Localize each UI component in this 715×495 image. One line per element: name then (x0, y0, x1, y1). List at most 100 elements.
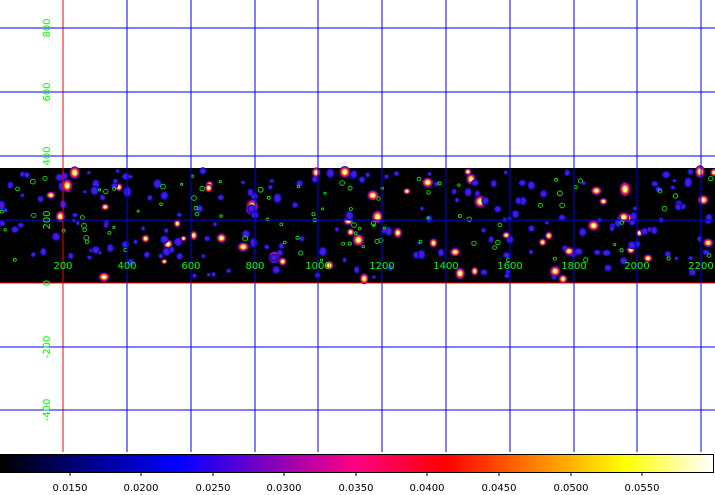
y-axis-tick-label: 200 (42, 210, 53, 229)
source-blob (558, 214, 566, 221)
source-blob (173, 237, 183, 247)
y-axis-tick-label: 400 (42, 146, 53, 165)
contour-marker (376, 196, 381, 201)
source-blob (318, 246, 328, 257)
contour-marker (266, 195, 271, 200)
source-blob (51, 232, 61, 242)
contour-marker (583, 257, 589, 263)
contour-marker (112, 186, 117, 191)
source-blob (352, 233, 365, 247)
contour-marker (357, 226, 362, 231)
source-blob (674, 203, 682, 211)
source-blob (225, 268, 232, 274)
source-blob (574, 247, 583, 256)
contour-marker (319, 258, 324, 262)
contour-marker (296, 184, 301, 189)
sky-image-strip[interactable] (0, 165, 715, 285)
source-blob (602, 249, 611, 257)
source-blob (121, 240, 130, 249)
x-axis-tick-label: 2000 (624, 261, 649, 272)
source-blob (703, 238, 714, 248)
contour-marker (12, 257, 17, 262)
contour-marker (538, 202, 543, 208)
contour-marker (298, 250, 304, 256)
colorbar-tick-label: 0.0150 (53, 483, 88, 494)
source-blob (367, 190, 379, 201)
source-blob (664, 250, 672, 258)
source-blob (99, 194, 106, 201)
source-blob (128, 174, 133, 179)
source-blob (101, 203, 110, 211)
source-blob (387, 264, 394, 272)
x-axis-tick-label: 1800 (561, 261, 586, 272)
y-axis-tick-label: 800 (42, 18, 53, 37)
source-blob (345, 210, 354, 221)
contour-marker (495, 239, 501, 246)
sky-map-plot[interactable]: 200 400 600 800 1000 1200 1400 1600 1800 2000 2200… (0, 0, 715, 452)
source-blob (593, 249, 601, 256)
contour-marker (416, 176, 422, 182)
contour-marker (661, 205, 668, 212)
contour-marker (15, 186, 20, 192)
source-blob (272, 265, 281, 274)
contour-marker (619, 248, 624, 253)
source-blob (216, 233, 227, 243)
contour-marker (295, 235, 300, 240)
source-blob (247, 188, 254, 197)
source-blob (110, 182, 119, 189)
contour-marker (136, 209, 140, 213)
source-blob (384, 226, 393, 237)
contour-marker (437, 181, 442, 186)
source-blob (86, 255, 93, 260)
source-blob (688, 267, 697, 277)
source-blob (199, 167, 207, 175)
contour-marker (577, 178, 583, 184)
source-blob (98, 272, 110, 282)
x-axis-labels: 200 400 600 800 1000 1200 1400 1600 1800 2000 2200 (53, 261, 713, 272)
source-blob (455, 267, 465, 280)
contour-marker (613, 243, 617, 247)
contour-marker (311, 212, 316, 217)
source-blob (133, 239, 138, 245)
contour-marker (279, 222, 284, 227)
source-blob (240, 180, 246, 185)
source-blob (488, 235, 494, 244)
source-blob (371, 275, 377, 279)
source-blob (640, 227, 649, 236)
contour-marker (553, 256, 557, 261)
contour-marker (351, 222, 357, 228)
source-blob (614, 218, 622, 228)
contour-marker (218, 180, 222, 184)
x-axis-tick-label: 2200 (688, 261, 713, 272)
source-blob (115, 168, 120, 174)
source-blob (697, 194, 709, 205)
contour-marker (361, 245, 365, 249)
source-blob (384, 174, 389, 180)
source-blob (451, 188, 457, 195)
colorbar-tick-label: 0.0350 (339, 483, 374, 494)
contour-marker (374, 238, 380, 244)
source-blob (264, 244, 270, 250)
contour-marker (191, 195, 197, 201)
source-blob (237, 242, 249, 252)
source-blob (450, 247, 461, 257)
source-blob (464, 168, 472, 176)
source-blob (544, 220, 549, 225)
source-blob (527, 225, 535, 232)
source-blob (651, 180, 659, 187)
source-blob (619, 182, 631, 197)
contour-marker (426, 190, 431, 195)
source-blob (201, 253, 206, 259)
source-blob (55, 173, 64, 182)
x-axis-tick-label: 1200 (369, 261, 394, 272)
source-blob (143, 251, 151, 259)
colorbar[interactable] (0, 454, 714, 473)
source-blob (10, 225, 20, 234)
source-blob (359, 273, 369, 285)
source-blob (195, 204, 204, 213)
source-blob (247, 204, 256, 214)
source-blob (324, 260, 334, 270)
contour-marker (180, 182, 184, 186)
source-blob (393, 171, 400, 177)
source-blob (273, 192, 282, 204)
